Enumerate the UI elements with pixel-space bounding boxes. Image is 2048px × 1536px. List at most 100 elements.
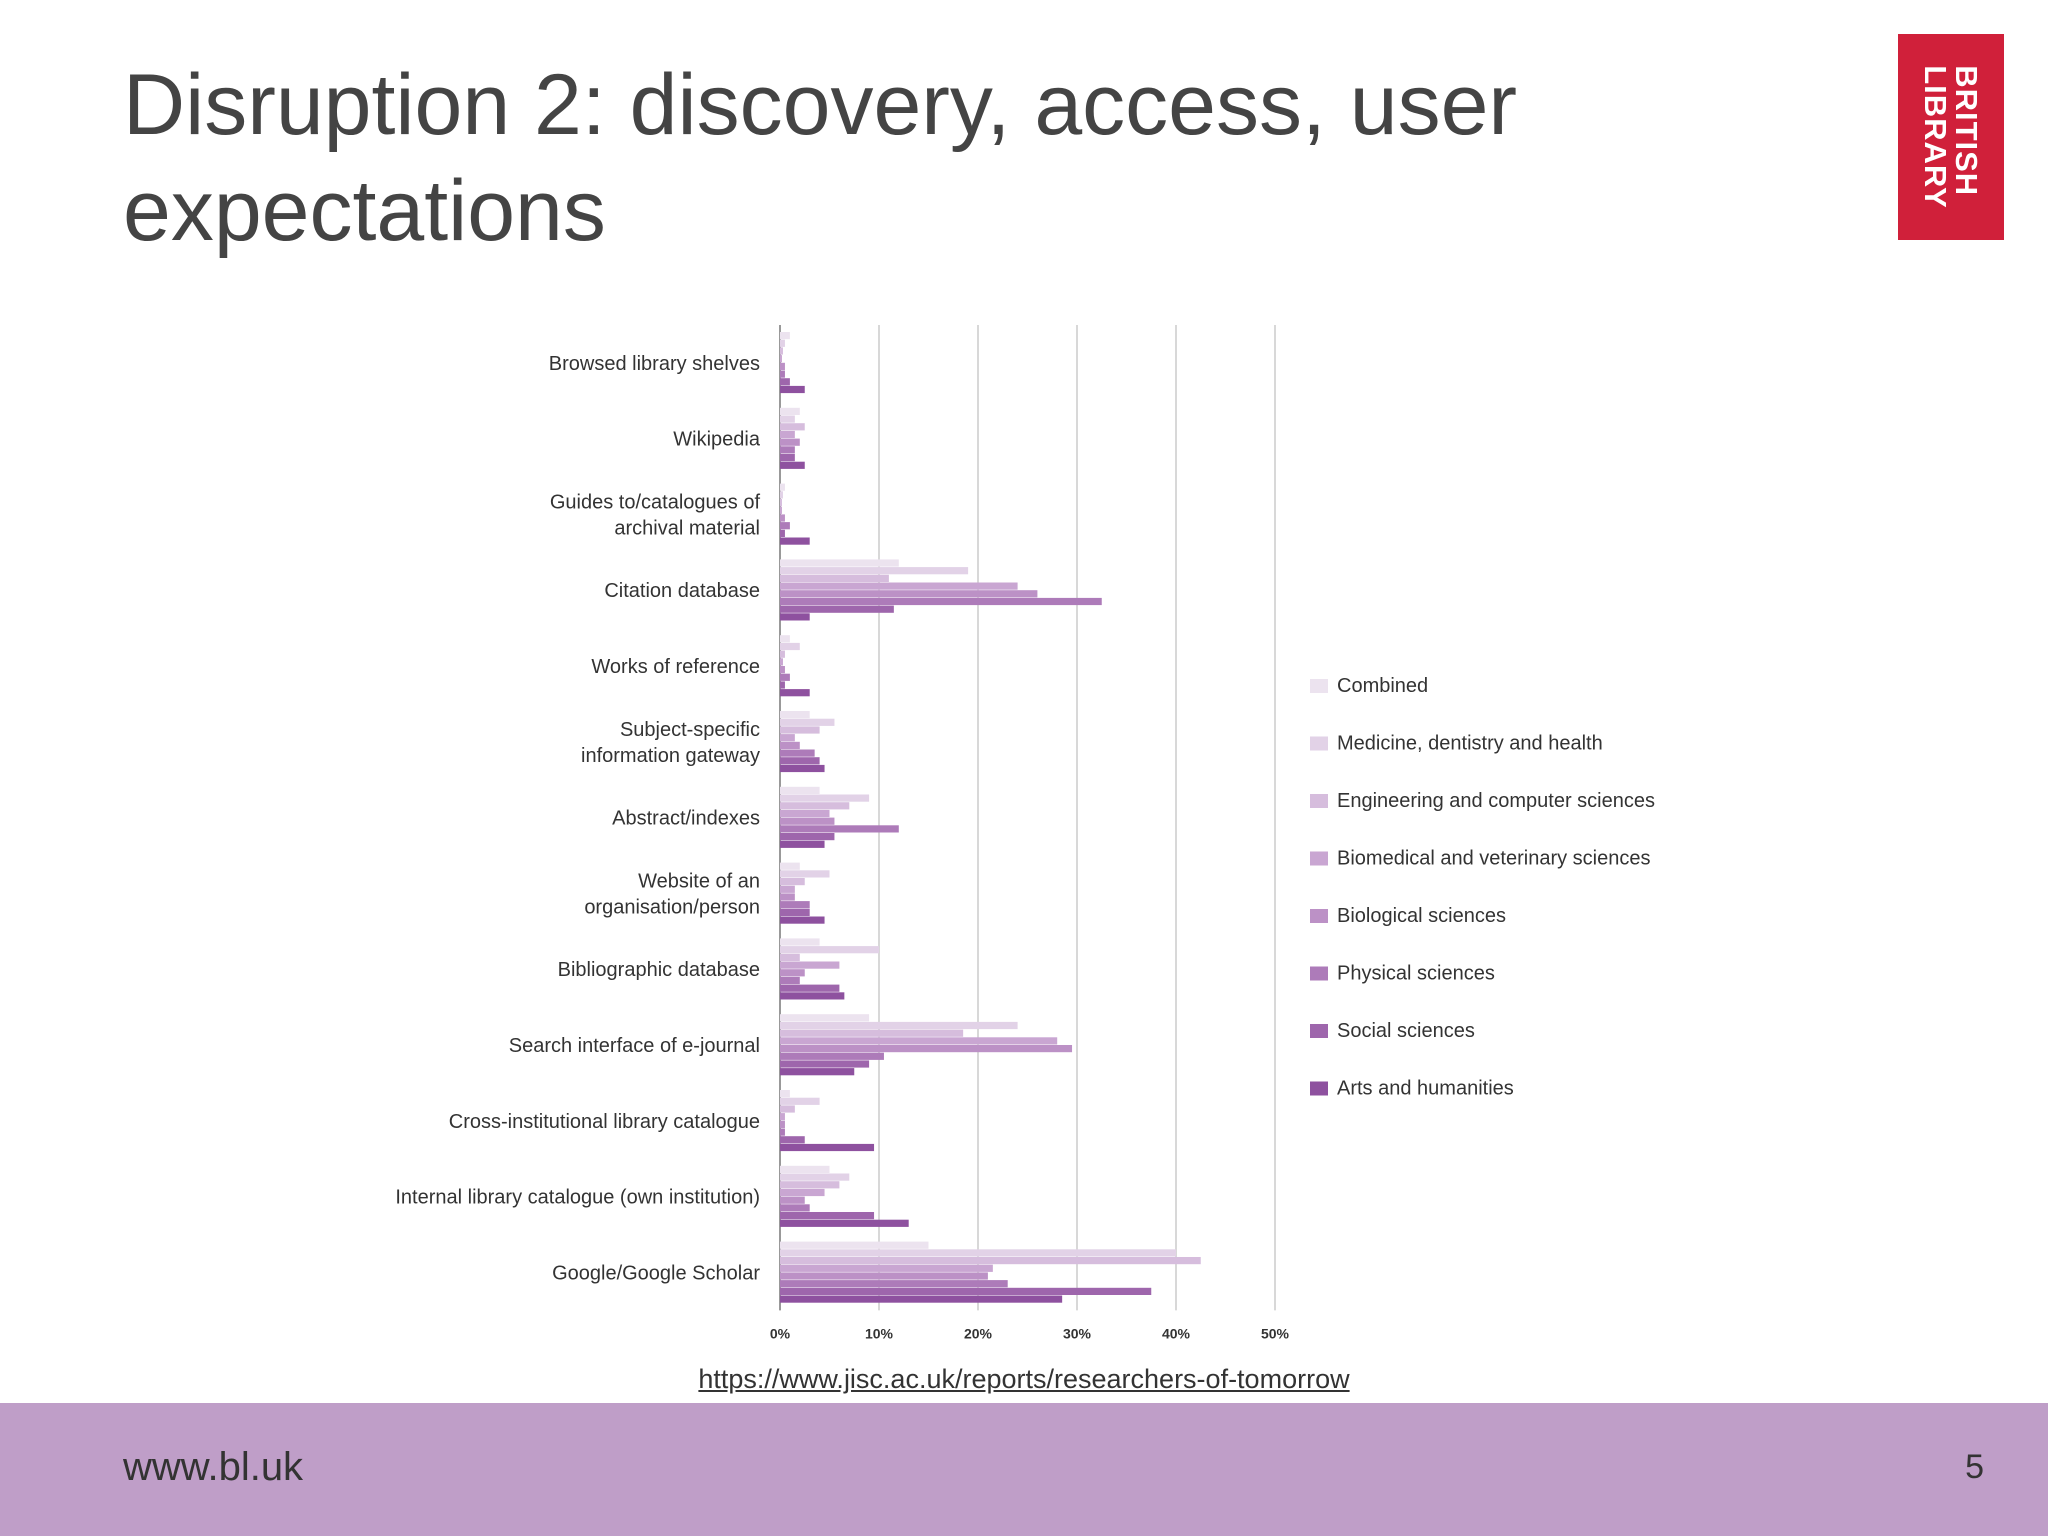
category-label: Website of an [638,870,760,892]
bar [780,718,835,726]
category-label: Search interface of e-journal [509,1035,760,1057]
bar [780,613,810,621]
source-link[interactable]: https://www.jisc.ac.uk/reports/researche… [698,1364,1350,1394]
logo-line-library: LIBRARY [1918,65,1953,209]
bar [780,1120,785,1128]
bar [780,1249,1176,1257]
category-label: Browsed library shelves [549,353,760,375]
legend-swatch [1310,794,1328,808]
bar [780,1219,909,1227]
bar [780,590,1038,598]
bar [780,885,795,893]
bar [780,1068,855,1076]
bar [780,833,835,841]
bar [780,794,870,802]
bar [780,407,800,415]
bar [780,1212,875,1220]
bar [780,499,782,507]
bar [780,597,1102,606]
x-tick-label: 20% [964,1325,993,1341]
footer-bar: www.bl.uk 5 [0,1403,2048,1536]
bar [780,567,969,575]
bar [780,559,899,567]
bar [780,908,810,916]
bar [780,757,820,765]
bar [780,347,783,355]
category-label: Abstract/indexes [612,808,760,830]
bar [780,355,782,363]
british-library-logo: BRITISH LIBRARY [1898,34,2004,240]
legend-swatch [1310,909,1328,923]
bar [780,734,795,742]
legend-swatch [1310,1024,1328,1038]
bar [780,1060,870,1068]
bar [780,454,795,462]
bar [780,506,782,514]
bar [780,1264,993,1272]
bar [780,582,1018,590]
bar [780,1173,850,1181]
category-label: Google/Google Scholar [552,1262,760,1284]
bar [780,1188,825,1197]
bar [780,1196,805,1204]
legend-label: Engineering and computer sciences [1337,790,1655,812]
bar [780,1052,884,1060]
bar [780,1257,1201,1265]
bar [780,840,825,848]
bar [780,1097,820,1105]
legend-label: Social sciences [1337,1020,1475,1042]
page-number: 5 [1965,1448,1984,1486]
bar [780,378,790,386]
category-label: Wikipedia [673,429,761,451]
category-label: organisation/person [584,896,760,918]
bar [780,1143,875,1152]
bar [780,438,800,446]
bar [780,605,894,613]
bar [780,802,850,810]
bar [780,809,830,818]
bar [780,1021,1018,1030]
bar [780,984,840,992]
category-label: Subject-specific [620,719,760,741]
legend-label: Biological sciences [1337,905,1506,927]
bar [780,711,810,719]
bar [780,938,820,946]
bar [780,446,795,454]
bar [780,362,785,370]
bar [780,893,795,901]
bar [780,1280,1008,1288]
bar [780,976,800,985]
bar [780,901,810,909]
bar [780,689,810,697]
bar [780,1241,929,1249]
category-label: Bibliographic database [558,959,760,981]
bar [780,862,800,870]
bar [780,642,800,651]
logo-line-british: BRITISH [1949,65,1984,197]
bar [780,1128,785,1136]
bar [780,1037,1058,1045]
bar [780,1113,785,1121]
bar [780,673,790,681]
bar [780,969,805,977]
bar [780,574,889,582]
bar [780,332,790,340]
bar [780,1272,988,1280]
category-label: archival material [614,517,760,539]
x-tick-label: 10% [865,1325,894,1341]
legend-label: Biomedical and veterinary sciences [1337,848,1651,870]
bar [780,817,835,825]
bar [780,650,785,658]
category-label: Cross-institutional library catalogue [449,1111,760,1133]
legend-label: Physical sciences [1337,963,1495,985]
bar [780,1014,870,1022]
bar [780,415,795,423]
category-label: Citation database [604,580,760,602]
bar [780,1287,1152,1295]
bar [780,1029,964,1037]
bar [780,741,800,749]
bar [780,666,785,674]
bar [780,522,790,530]
footer-url[interactable]: www.bl.uk [123,1445,304,1489]
bar [780,953,800,961]
